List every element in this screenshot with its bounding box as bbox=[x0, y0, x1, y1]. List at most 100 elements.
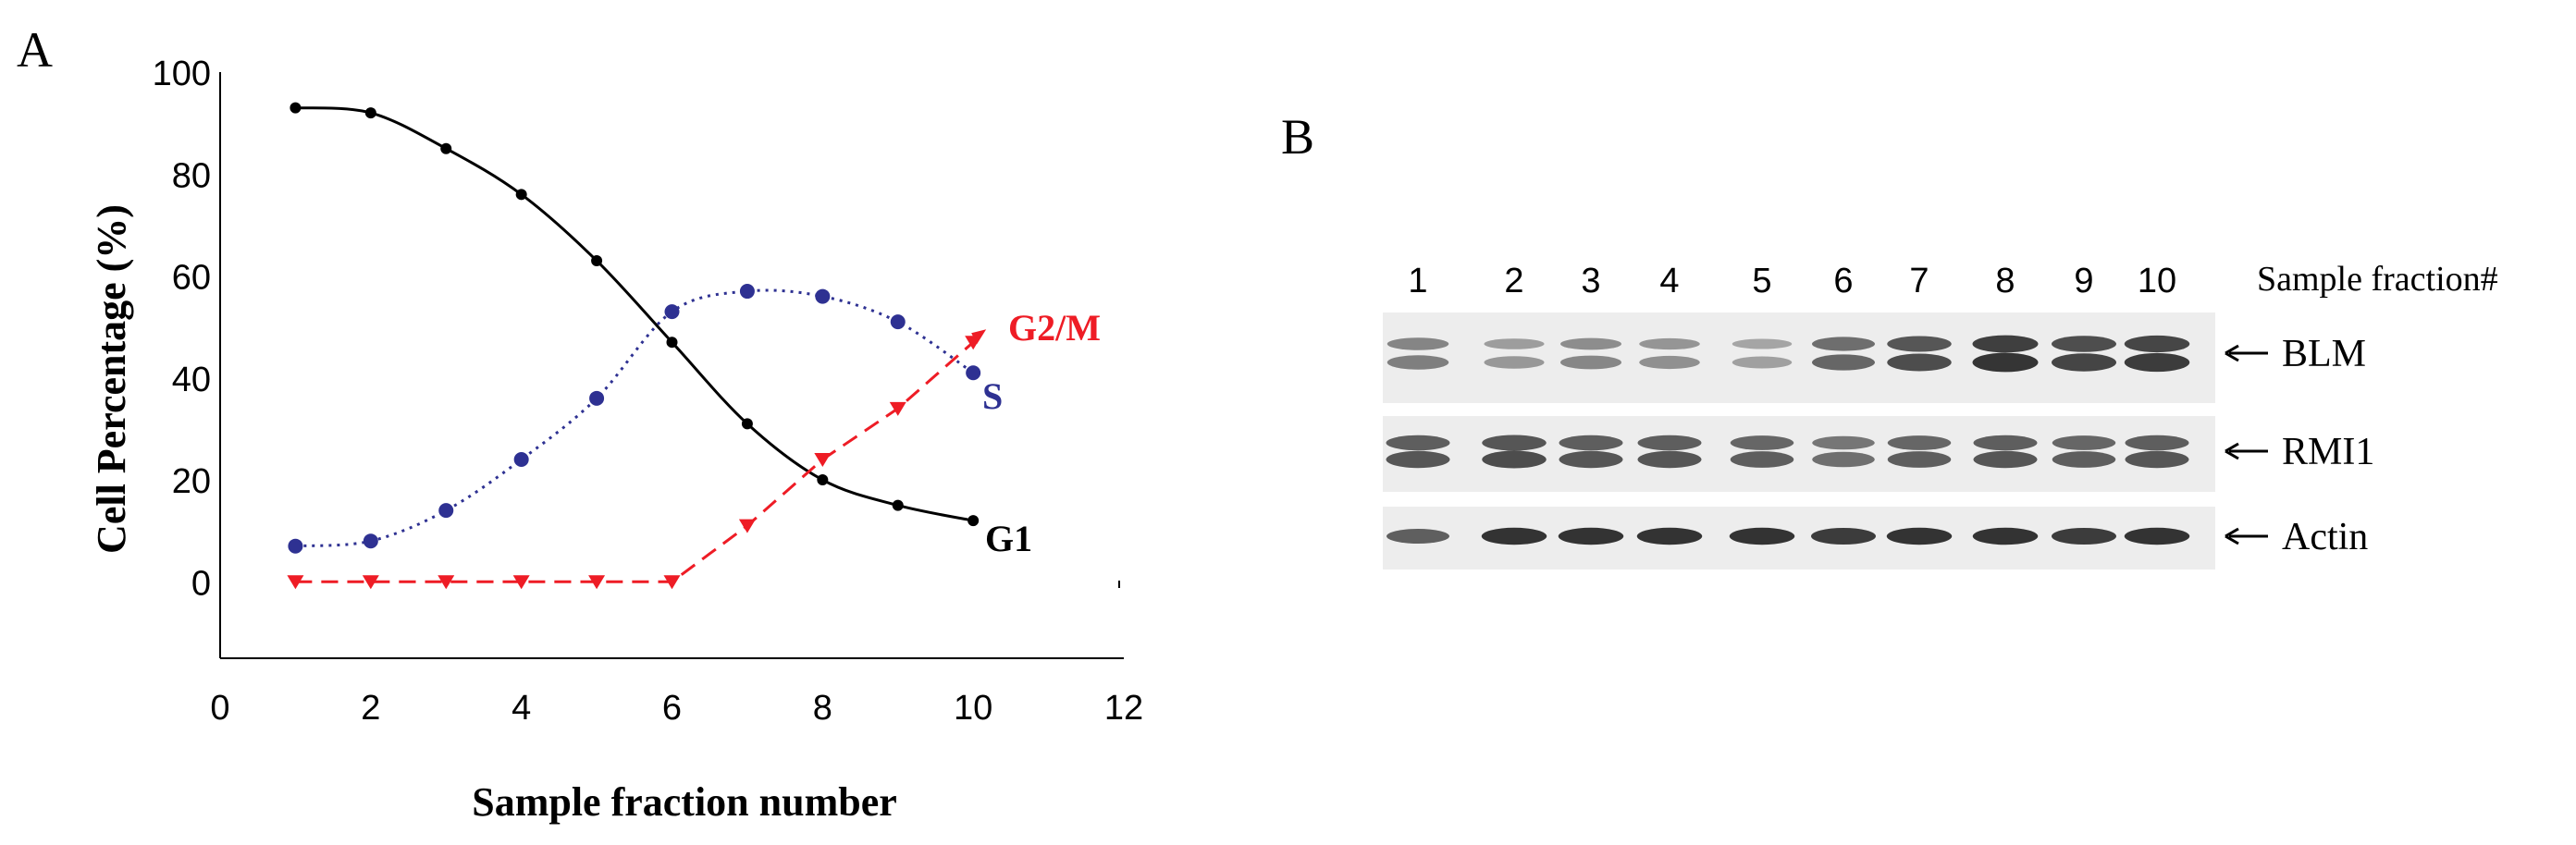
data-point bbox=[663, 575, 681, 590]
data-point bbox=[968, 515, 980, 527]
band bbox=[2124, 352, 2190, 373]
band bbox=[1729, 527, 1795, 545]
panel-b-label: B bbox=[1281, 109, 1314, 165]
band bbox=[1812, 451, 1875, 468]
data-point bbox=[664, 304, 680, 320]
data-point bbox=[438, 575, 455, 590]
data-point bbox=[890, 314, 906, 330]
band bbox=[1973, 435, 2038, 451]
data-point bbox=[591, 254, 603, 266]
x-tick-label: 10 bbox=[954, 689, 992, 728]
data-point bbox=[513, 451, 529, 467]
lane-label: 2 bbox=[1504, 262, 1523, 300]
band bbox=[1730, 435, 1794, 450]
band bbox=[2125, 450, 2189, 469]
data-point bbox=[589, 390, 605, 406]
tick-labels: 0 2 4 6 8 10 12 0 20 40 60 80 100 bbox=[153, 55, 1144, 728]
band bbox=[2052, 435, 2116, 450]
y-tick-label: 100 bbox=[153, 55, 211, 93]
series-labels: G1 SG2/M bbox=[982, 307, 1101, 559]
lane-label: 3 bbox=[1581, 262, 1600, 300]
band bbox=[1558, 527, 1624, 545]
band bbox=[1482, 450, 1547, 469]
series-label: G1 bbox=[985, 518, 1032, 559]
lane-label: 5 bbox=[1752, 262, 1771, 300]
band bbox=[1387, 529, 1449, 544]
band bbox=[1482, 435, 1547, 451]
chart-axes bbox=[219, 72, 1124, 659]
x-axis-label: Sample fraction number bbox=[472, 779, 897, 825]
band bbox=[1811, 528, 1876, 545]
data-point bbox=[363, 533, 378, 549]
x-tick-label: 8 bbox=[813, 689, 832, 728]
panel-a-label: A bbox=[17, 22, 53, 78]
band bbox=[1484, 356, 1545, 369]
y-tick-label: 80 bbox=[172, 156, 211, 195]
data-point bbox=[288, 538, 303, 554]
lane-label: 10 bbox=[2138, 262, 2176, 300]
data-point bbox=[738, 519, 756, 533]
band-row-actin: Actin bbox=[1383, 507, 2368, 569]
x-tick-label: 2 bbox=[361, 689, 380, 728]
band bbox=[1639, 355, 1700, 370]
y-tick-label: 0 bbox=[191, 564, 211, 603]
band bbox=[1559, 450, 1623, 469]
series-group bbox=[287, 102, 987, 590]
band bbox=[1972, 352, 2039, 373]
line-chart: 0 2 4 6 8 10 12 0 20 40 60 80 100 Cell Percentage (%… bbox=[89, 55, 1143, 825]
lane-labels: 1 2 3 4 5 6 7 8 9 10 bbox=[1408, 262, 2176, 300]
data-point bbox=[287, 575, 304, 590]
band bbox=[1812, 354, 1875, 371]
lane-label: 1 bbox=[1408, 262, 1427, 300]
band bbox=[2124, 335, 2190, 353]
lane-label: 4 bbox=[1659, 262, 1679, 300]
band-label: Actin bbox=[2282, 516, 2368, 558]
band bbox=[1972, 527, 2039, 545]
data-point bbox=[364, 107, 376, 119]
data-point bbox=[438, 503, 454, 519]
band-row-rmi1: RMI1 bbox=[1383, 416, 2374, 492]
band bbox=[1730, 451, 1794, 468]
band bbox=[1732, 338, 1793, 349]
band bbox=[2125, 435, 2189, 451]
band bbox=[1812, 337, 1875, 351]
band bbox=[1887, 451, 1952, 468]
series-s bbox=[288, 284, 981, 554]
lane-label: 7 bbox=[1909, 262, 1929, 300]
band bbox=[1481, 527, 1547, 545]
data-point bbox=[889, 401, 906, 416]
series-g2-m bbox=[287, 329, 987, 590]
band-arrow-head bbox=[2225, 442, 2239, 460]
band bbox=[1636, 527, 1703, 545]
band bbox=[1386, 435, 1450, 451]
band bbox=[1812, 435, 1875, 450]
series-line bbox=[295, 288, 975, 548]
x-tick-label: 4 bbox=[512, 689, 531, 728]
data-point bbox=[515, 189, 527, 201]
arrow-head bbox=[971, 329, 987, 345]
band bbox=[2052, 336, 2116, 352]
band bbox=[1387, 337, 1449, 350]
x-tick-label: 0 bbox=[210, 689, 229, 728]
band-row-blm: BLM bbox=[1383, 312, 2366, 403]
data-point bbox=[817, 474, 829, 486]
lane-label: 9 bbox=[2074, 262, 2093, 300]
band bbox=[1886, 527, 1953, 545]
series-label: S bbox=[982, 375, 1003, 417]
band-arrow-head bbox=[2225, 527, 2239, 545]
data-point bbox=[440, 142, 452, 154]
series-line bbox=[295, 341, 975, 583]
lane-header: Sample fraction# bbox=[2257, 260, 2498, 299]
band bbox=[1559, 435, 1623, 451]
data-point bbox=[362, 575, 379, 590]
band bbox=[1887, 435, 1952, 450]
band-arrow-head bbox=[2225, 344, 2239, 362]
band bbox=[1560, 355, 1621, 370]
band bbox=[1386, 450, 1450, 469]
band bbox=[1639, 337, 1700, 350]
data-point bbox=[814, 452, 832, 467]
y-axis-label: Cell Percentage (%) bbox=[89, 204, 134, 554]
band bbox=[1887, 353, 1952, 372]
data-point bbox=[512, 575, 530, 590]
